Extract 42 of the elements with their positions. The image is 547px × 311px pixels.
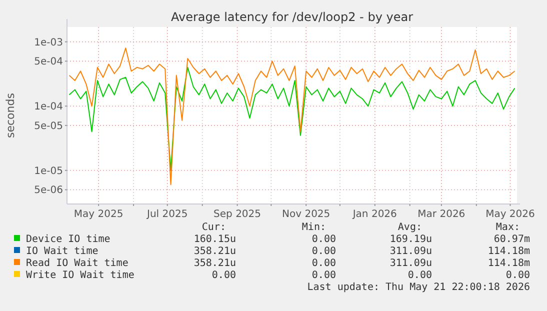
x-tick-label: Nov 2025: [282, 209, 330, 220]
text: 0.00: [212, 270, 236, 281]
y-tick-label: 1e-04: [34, 102, 63, 113]
legend-label: Read IO Wait time: [26, 258, 128, 269]
text: Min:: [302, 222, 326, 233]
line-series: [68, 66, 516, 171]
x-tick-label: May 2025: [74, 209, 124, 220]
text: 160.15u: [194, 234, 236, 245]
text: Last update: Thu May 21 22:00:18 2026: [307, 282, 530, 293]
legend-label: IO Wait time: [26, 246, 98, 257]
text: 0.00: [506, 270, 530, 281]
chart-title: Average latency for /dev/loop2 - by year: [170, 10, 414, 24]
x-tick-label: Sep 2025: [214, 209, 262, 220]
text: Max:: [496, 222, 520, 233]
y-tick-label: 5e-06: [34, 185, 63, 196]
text: 0.00: [408, 270, 432, 281]
legend-label: Write IO Wait time: [26, 270, 134, 281]
text: 358.21u: [194, 246, 236, 257]
x-tick-label: May 2026: [486, 209, 535, 220]
text: 0.00: [312, 270, 336, 281]
text: 311.09u: [390, 246, 432, 257]
text: Cur:: [202, 222, 226, 233]
text: 311.09u: [390, 258, 432, 269]
text: 60.97m: [494, 234, 530, 245]
y-tick-label: 5e-04: [34, 56, 63, 68]
text: 169.19u: [390, 234, 432, 245]
y-axis-title: seconds: [4, 92, 17, 138]
x-tick-label: Jan 2026: [352, 209, 397, 220]
text: 0.00: [312, 246, 336, 257]
y-tick-label: 1e-03: [34, 37, 63, 48]
legend-label: Device IO time: [26, 234, 110, 245]
x-tick-label: Jul 2025: [146, 209, 188, 220]
text: 114.18m: [488, 258, 530, 269]
y-tick-label: 5e-05: [34, 120, 63, 132]
x-tick-label: Mar 2026: [418, 209, 466, 220]
text: 114.18m: [488, 246, 530, 257]
line-series: [68, 48, 516, 186]
y-tick-label: 1e-05: [34, 166, 63, 177]
text: 0.00: [312, 258, 336, 269]
text: 0.00: [312, 234, 336, 245]
text: Avg:: [398, 222, 422, 233]
text: 358.21u: [194, 258, 236, 269]
